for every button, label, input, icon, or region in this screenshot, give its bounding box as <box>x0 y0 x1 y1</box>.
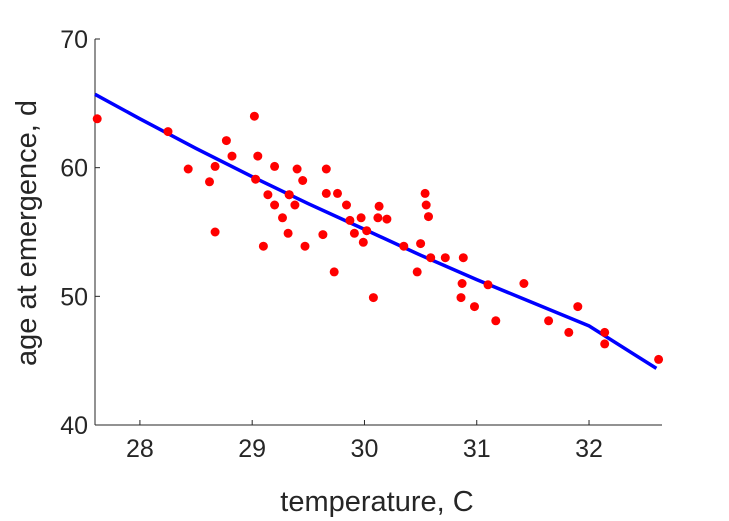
axes <box>94 38 662 426</box>
data-point <box>456 293 466 303</box>
data-point <box>374 201 384 211</box>
data-point <box>440 253 450 263</box>
data-point <box>210 227 220 237</box>
data-point <box>329 267 339 277</box>
data-point <box>600 327 610 337</box>
data-point <box>249 111 259 121</box>
data-point <box>373 213 383 223</box>
data-point <box>458 253 468 263</box>
y-axis-label: age at emergence, d <box>11 100 43 366</box>
data-point <box>298 176 308 185</box>
data-point <box>251 174 261 184</box>
data-point <box>426 253 436 263</box>
data-point <box>362 226 372 236</box>
data-point <box>92 114 102 124</box>
data-point <box>163 127 173 137</box>
data-point <box>345 215 355 225</box>
data-point <box>358 237 368 247</box>
data-point <box>421 200 431 210</box>
data-point <box>457 279 467 288</box>
data-points-layer <box>92 111 664 364</box>
x-axis-label: temperature, C <box>280 486 473 518</box>
data-point <box>210 161 220 171</box>
data-point <box>258 241 268 251</box>
data-point <box>205 177 214 187</box>
data-point <box>600 339 610 349</box>
data-point <box>333 188 342 198</box>
data-point <box>416 239 426 249</box>
data-point <box>300 241 310 251</box>
data-point <box>183 164 193 174</box>
x-tick-label: 29 <box>238 435 266 463</box>
data-point <box>221 136 231 146</box>
fit-line-layer <box>94 92 658 370</box>
data-point <box>321 164 331 174</box>
data-point <box>318 230 328 240</box>
y-tick-label: 60 <box>60 155 88 183</box>
data-point <box>491 316 501 326</box>
data-point <box>270 161 280 171</box>
data-point <box>263 190 273 200</box>
data-point <box>270 200 280 210</box>
y-tick-label: 70 <box>60 26 88 54</box>
data-point <box>519 279 529 288</box>
data-point <box>292 164 302 174</box>
data-point <box>368 293 378 303</box>
x-tick-label: 28 <box>126 435 154 463</box>
data-point <box>470 302 479 312</box>
data-point <box>573 302 583 312</box>
data-point <box>564 327 574 337</box>
tick-labels: 28 29 30 31 32 40 50 60 70 <box>60 26 603 463</box>
y-tick-label: 50 <box>60 283 88 311</box>
data-point <box>382 214 392 224</box>
data-point <box>342 200 351 210</box>
data-point <box>227 151 237 161</box>
data-point <box>278 213 287 223</box>
data-point <box>290 200 300 210</box>
fit-line <box>94 92 658 370</box>
data-point <box>399 241 409 251</box>
data-point <box>483 280 493 290</box>
data-point <box>283 228 293 238</box>
data-point <box>284 190 294 200</box>
data-point <box>412 267 422 277</box>
data-point <box>424 212 433 222</box>
data-point <box>349 228 359 238</box>
data-point <box>420 188 430 198</box>
x-tick-label: 32 <box>575 435 603 463</box>
data-point <box>356 213 366 223</box>
data-point <box>544 316 554 326</box>
data-point <box>321 188 331 198</box>
y-tick-label: 40 <box>60 412 88 440</box>
data-point <box>253 151 263 161</box>
x-tick-label: 31 <box>463 435 491 463</box>
data-point <box>654 354 664 364</box>
x-tick-label: 30 <box>351 435 379 463</box>
